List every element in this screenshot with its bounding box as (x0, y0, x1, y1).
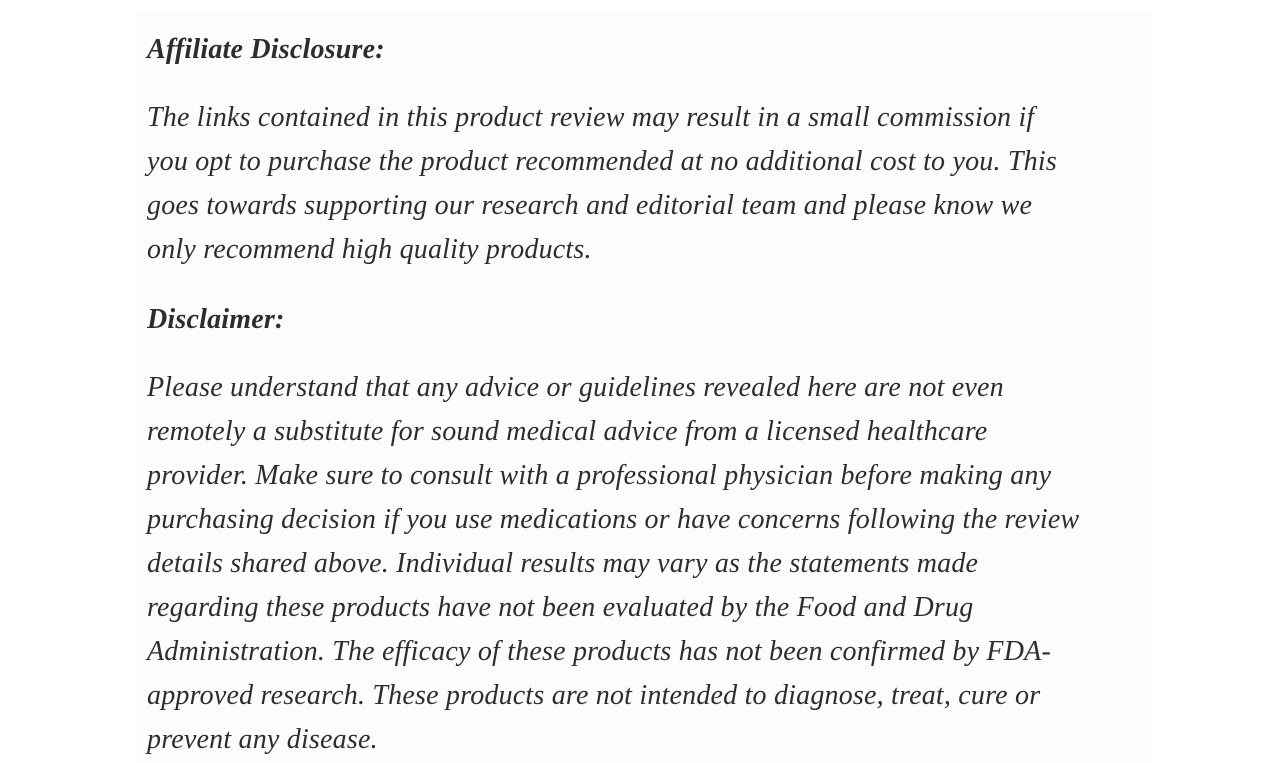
affiliate-disclosure-heading: Affiliate Disclosure: (147, 34, 385, 65)
article-content: Affiliate Disclosure: The links containe… (137, 12, 1153, 763)
disclaimer-heading: Disclaimer: (147, 304, 285, 335)
affiliate-disclosure-paragraph: The links contained in this product revi… (147, 102, 1057, 265)
disclaimer-paragraph: Please understand that any advice or gui… (147, 372, 1080, 755)
